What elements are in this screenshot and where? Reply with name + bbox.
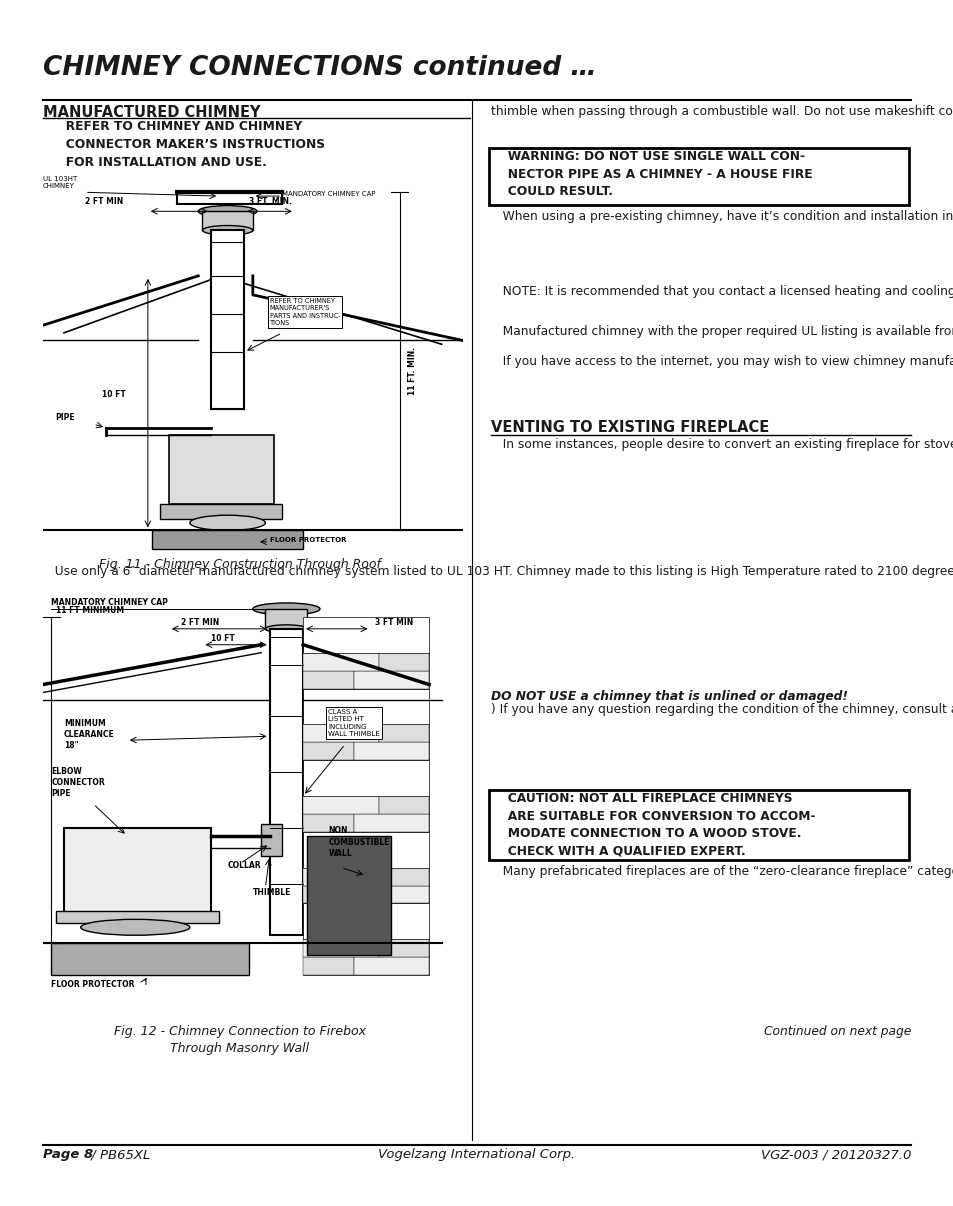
Text: PIPE: PIPE bbox=[55, 414, 75, 422]
Text: Many prefabricated fireplaces are of the “zero-clearance fireplace” category. Th: Many prefabricated fireplaces are of the… bbox=[491, 865, 953, 878]
Bar bbox=[160, 504, 282, 519]
Bar bbox=[354, 742, 429, 760]
Text: 11 FT MINIMUM: 11 FT MINIMUM bbox=[55, 605, 124, 615]
Text: MINIMUM
CLEARANCE
18": MINIMUM CLEARANCE 18" bbox=[64, 719, 114, 750]
Text: In some instances, people desire to convert an existing fireplace for stove use.: In some instances, people desire to conv… bbox=[491, 438, 953, 451]
Text: REFER TO CHIMNEY AND CHIMNEY
   CONNECTOR MAKER’S INSTRUCTIONS
   FOR INSTALLATI: REFER TO CHIMNEY AND CHIMNEY CONNECTOR M… bbox=[53, 121, 325, 169]
Bar bbox=[303, 903, 429, 939]
Text: UL 103HT
CHIMNEY: UL 103HT CHIMNEY bbox=[43, 176, 77, 189]
Ellipse shape bbox=[190, 515, 265, 531]
Text: THIMBLE: THIMBLE bbox=[253, 889, 291, 897]
Text: FLOOR PROTECTOR: FLOOR PROTECTOR bbox=[51, 980, 134, 989]
Text: MANUFACTURED CHIMNEY: MANUFACTURED CHIMNEY bbox=[43, 105, 260, 121]
Text: ) If you have any question regarding the condition of the chimney, consult a qua: ) If you have any question regarding the… bbox=[491, 703, 953, 716]
Text: WARNING: DO NOT USE SINGLE WALL CON-
   NECTOR PIPE AS A CHIMNEY - A HOUSE FIRE
: WARNING: DO NOT USE SINGLE WALL CON- NEC… bbox=[495, 150, 812, 198]
Ellipse shape bbox=[202, 226, 253, 235]
Text: CLASS A
LISTED HT
INCLUDING
WALL THIMBLE: CLASS A LISTED HT INCLUDING WALL THIMBLE bbox=[328, 709, 379, 737]
Text: Continued on next page: Continued on next page bbox=[763, 1025, 910, 1038]
Text: COLLAR: COLLAR bbox=[228, 861, 261, 870]
Text: 10 FT: 10 FT bbox=[211, 633, 234, 643]
Text: VGZ-003 / 20120327.0: VGZ-003 / 20120327.0 bbox=[760, 1148, 910, 1161]
Bar bbox=[303, 725, 378, 742]
Bar bbox=[378, 796, 429, 814]
Bar bbox=[265, 609, 307, 628]
Text: Fig. 12 - Chimney Connection to Firebox
Through Masonry Wall: Fig. 12 - Chimney Connection to Firebox … bbox=[113, 1025, 366, 1055]
Bar bbox=[378, 867, 429, 885]
Bar bbox=[261, 824, 282, 856]
Bar bbox=[303, 939, 429, 974]
Bar bbox=[303, 832, 429, 867]
Bar bbox=[303, 725, 429, 760]
Bar bbox=[64, 827, 211, 915]
Bar bbox=[303, 867, 378, 885]
Text: If you have access to the internet, you may wish to view chimney manufacturers’ : If you have access to the internet, you … bbox=[491, 355, 953, 368]
Bar bbox=[211, 230, 244, 409]
Text: Fig. 11 - Chimney Construction Through Roof: Fig. 11 - Chimney Construction Through R… bbox=[99, 558, 380, 570]
Bar bbox=[303, 689, 429, 725]
Bar bbox=[489, 790, 908, 860]
Bar bbox=[55, 912, 219, 924]
Ellipse shape bbox=[265, 625, 307, 633]
Text: REFER TO CHIMNEY
MANUFACTURER'S
PARTS AND INSTRUC-
TIONS: REFER TO CHIMNEY MANUFACTURER'S PARTS AN… bbox=[270, 298, 340, 327]
Text: 3 FT MIN: 3 FT MIN bbox=[375, 617, 413, 627]
Bar bbox=[303, 796, 378, 814]
Bar bbox=[303, 652, 429, 689]
Bar bbox=[303, 742, 354, 760]
Text: CHIMNEY CONNECTIONS continued …: CHIMNEY CONNECTIONS continued … bbox=[43, 55, 597, 81]
Bar bbox=[303, 652, 378, 671]
Bar bbox=[303, 616, 429, 652]
Text: Use only a 6″ diameter manufactured chimney system listed to UL 103 HT. Chimney : Use only a 6″ diameter manufactured chim… bbox=[43, 564, 953, 578]
Ellipse shape bbox=[81, 919, 190, 936]
Bar bbox=[354, 671, 429, 689]
Bar bbox=[307, 836, 391, 955]
Bar bbox=[354, 958, 429, 974]
Text: NOTE: It is recommended that you contact a licensed heating and cooling contract: NOTE: It is recommended that you contact… bbox=[491, 285, 953, 298]
Bar bbox=[354, 885, 429, 903]
Text: VENTING TO EXISTING FIREPLACE: VENTING TO EXISTING FIREPLACE bbox=[491, 420, 768, 435]
Bar bbox=[303, 939, 378, 958]
Bar bbox=[270, 628, 303, 936]
Text: DO NOT USE a chimney that is unlined or damaged!: DO NOT USE a chimney that is unlined or … bbox=[491, 690, 847, 703]
Text: Manufactured chimney with the proper required UL listing is available from most : Manufactured chimney with the proper req… bbox=[491, 324, 953, 338]
Text: FLOOR PROTECTOR: FLOOR PROTECTOR bbox=[270, 537, 346, 543]
Text: thimble when passing through a combustible wall. Do not use makeshift compromise: thimble when passing through a combustib… bbox=[491, 105, 953, 118]
Text: Vogelzang International Corp.: Vogelzang International Corp. bbox=[378, 1148, 575, 1161]
Bar bbox=[303, 671, 354, 689]
Text: NON
COMBUSTIBLE
WALL: NON COMBUSTIBLE WALL bbox=[328, 826, 390, 857]
Bar bbox=[378, 725, 429, 742]
Text: Page 8: Page 8 bbox=[43, 1148, 93, 1161]
Bar bbox=[202, 211, 253, 230]
Bar bbox=[51, 943, 249, 974]
Bar bbox=[169, 435, 274, 504]
Text: ELBOW
CONNECTOR
PIPE: ELBOW CONNECTOR PIPE bbox=[51, 767, 105, 798]
Bar bbox=[489, 148, 908, 205]
Text: MANDATORY CHIMNEY CAP: MANDATORY CHIMNEY CAP bbox=[282, 191, 375, 197]
Bar bbox=[303, 867, 429, 903]
Text: / PB65XL: / PB65XL bbox=[87, 1148, 151, 1161]
Text: 2 FT MIN: 2 FT MIN bbox=[181, 617, 219, 627]
Text: 3 FT. MIN.: 3 FT. MIN. bbox=[249, 197, 292, 206]
Bar bbox=[152, 531, 303, 550]
Bar bbox=[303, 760, 429, 796]
Bar bbox=[303, 958, 354, 974]
Text: 2 FT MIN: 2 FT MIN bbox=[85, 197, 123, 206]
Bar bbox=[303, 885, 354, 903]
Bar bbox=[354, 814, 429, 832]
Bar bbox=[303, 796, 429, 832]
Text: 11 FT. MIN.: 11 FT. MIN. bbox=[408, 347, 416, 394]
Bar bbox=[378, 939, 429, 958]
Text: MANDATORY CHIMNEY CAP: MANDATORY CHIMNEY CAP bbox=[51, 598, 168, 607]
Text: CAUTION: NOT ALL FIREPLACE CHIMNEYS
   ARE SUITABLE FOR CONVERSION TO ACCOM-
   : CAUTION: NOT ALL FIREPLACE CHIMNEYS ARE … bbox=[495, 792, 815, 857]
Bar bbox=[303, 814, 354, 832]
Ellipse shape bbox=[198, 205, 256, 217]
Text: When using a pre-existing chimney, have it’s condition and installation inspecte: When using a pre-existing chimney, have … bbox=[491, 210, 953, 223]
Bar bbox=[378, 652, 429, 671]
Text: 10 FT: 10 FT bbox=[102, 391, 125, 399]
Ellipse shape bbox=[253, 603, 319, 615]
